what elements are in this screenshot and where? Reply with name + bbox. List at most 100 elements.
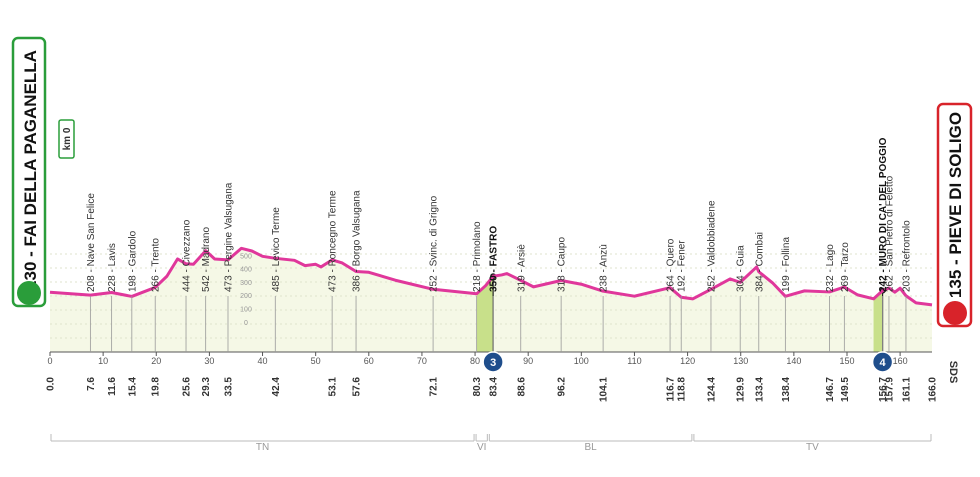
km-label: 7.6 [86, 377, 97, 391]
km-label: 0.0 [46, 377, 57, 391]
climb-label: 4 [880, 357, 887, 369]
x-tick-label: 110 [627, 356, 641, 366]
km-label: 157.9 [884, 377, 895, 402]
waypoint-label: 269 - Tarzo [840, 242, 851, 292]
km-label: 161.1 [901, 377, 912, 402]
km-label: 83.4 [489, 377, 500, 397]
km-label: 156.7 [878, 377, 889, 402]
waypoint-label: 304 - Guia [736, 245, 747, 292]
waypoint-label: 199 - Follina [781, 237, 792, 292]
x-tick-label: 140 [786, 356, 801, 366]
y-tick-label: 0 [244, 320, 248, 327]
waypoint-label: 473 - Roncegno Terme [328, 190, 339, 292]
x-tick-label: 60 [364, 356, 374, 366]
x-tick-label: 0 [47, 356, 52, 366]
y-tick-label: 100 [240, 306, 252, 313]
km-label: 42.4 [271, 377, 282, 397]
x-tick-label: 70 [417, 356, 427, 366]
km-label: 166.0 [928, 377, 939, 402]
x-tick-label: 50 [311, 356, 321, 366]
waypoint-label: 252 - Valdobbiadene [706, 200, 717, 292]
start-box [11, 36, 47, 308]
km-label: 104.1 [599, 377, 610, 402]
km-label: 116.7 [666, 377, 677, 402]
waypoint-label: 242 - MURO DI CA' DEL POGGIO [878, 137, 889, 292]
km-label: 15.4 [127, 377, 138, 397]
climb-area [873, 290, 883, 352]
km-label: 72.1 [429, 377, 440, 397]
km-label: 124.4 [706, 377, 717, 402]
waypoint-label: 384 - Combai [754, 232, 765, 292]
climb-badge [871, 351, 894, 373]
climb-area [476, 276, 494, 352]
km-zero-box [58, 119, 75, 159]
waypoint-label: 198 - Gardolo [127, 230, 138, 292]
waypoint-label: 262 - San Pietro di Feletto [884, 175, 895, 292]
km-label: 19.8 [151, 377, 162, 397]
km-label: 118.8 [677, 377, 688, 402]
km-label: 53.1 [328, 377, 339, 397]
waypoint-label: 238 - Anzù [599, 244, 610, 292]
x-tick-label: 10 [98, 356, 108, 366]
x-tick-label: 90 [523, 356, 533, 366]
waypoint-label: 208 - Nave San Felice [86, 193, 97, 292]
km-label: 11.6 [107, 377, 118, 396]
waypoint-label: 318 - Caupo [557, 237, 568, 292]
waypoint-label: 264 - Quero [666, 238, 677, 292]
y-tick-label: 200 [240, 293, 252, 300]
start-label: 230 - FAI DELLA PAGANELLA [21, 50, 40, 290]
waypoint-label: 192 - Fener [677, 240, 688, 292]
finish-box [936, 102, 973, 328]
waypoint-label: 266 - Trento [151, 238, 162, 292]
waypoint-label: 542 - Madrano [201, 227, 212, 292]
km-zero: km 0 [62, 127, 73, 150]
km-label: 149.5 [840, 377, 851, 402]
y-tick-label: 300 [240, 280, 252, 287]
km-label: 25.6 [182, 377, 193, 397]
region-label: TV [806, 442, 819, 453]
km-label: 80.3 [472, 377, 483, 397]
x-tick-label: 160 [893, 356, 908, 366]
waypoint-label: 228 - Lavis [107, 243, 118, 292]
x-tick-label: 30 [204, 356, 214, 366]
waypoint-label: 232 - Lago [825, 244, 836, 292]
x-tick-label: 20 [151, 356, 161, 366]
waypoint-label: 350 - FASTRO [489, 226, 500, 292]
climb-label: 3 [490, 357, 496, 369]
finish-label: 135 - PIEVE DI SOLIGO [946, 112, 965, 298]
region-label: TN [256, 442, 269, 453]
x-tick-label: 150 [839, 356, 854, 366]
x-tick-label: 130 [733, 356, 748, 366]
km-label: 133.4 [754, 377, 765, 402]
region-label: VI [477, 442, 486, 453]
waypoint-label: 319 - Arsiè [516, 244, 527, 292]
km-label: 29.3 [201, 377, 212, 397]
km-label: 146.7 [825, 377, 836, 402]
waypoint-label: 444 - Civezzano [182, 219, 193, 292]
corner-label: SDS [947, 361, 959, 384]
start-icon [17, 281, 41, 305]
x-tick-label: 80 [470, 356, 480, 366]
km-label: 138.4 [781, 377, 792, 402]
waypoint-label: 485 - Levico Terme [271, 207, 282, 292]
km-label: 57.6 [352, 377, 363, 397]
y-tick-label: 400 [240, 267, 252, 274]
waypoint-label: 473 - Pergine Valsugana [223, 182, 234, 292]
km-label: 96.2 [557, 377, 568, 397]
waypoint-label: 252 - Svinc. di Grigno [429, 195, 440, 292]
km-label: 33.5 [223, 377, 234, 397]
climb-badge [482, 351, 504, 373]
km-label: 129.9 [736, 377, 747, 402]
waypoint-label: 218 - Primolano [472, 221, 483, 292]
region-label: BL [585, 442, 598, 453]
y-tick-label: 500 [240, 253, 252, 260]
waypoint-label: 386 - Borgo Valsugana [352, 190, 363, 292]
x-tick-label: 40 [258, 356, 268, 366]
profile-line [49, 246, 933, 307]
km-label: 88.6 [516, 377, 527, 397]
finish-icon [943, 301, 967, 325]
x-tick-label: 100 [574, 356, 589, 366]
waypoint-label: 203 - Refrontolo [901, 220, 912, 292]
x-tick-label: 120 [680, 356, 695, 366]
